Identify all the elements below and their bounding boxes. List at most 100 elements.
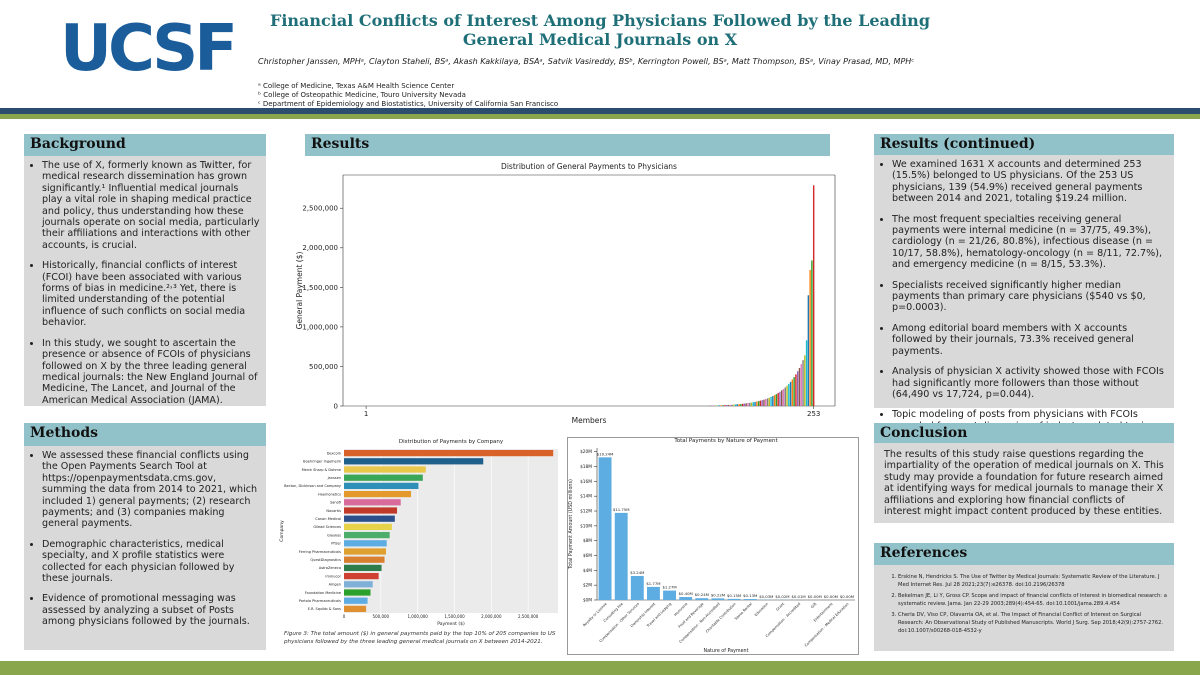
bar [743, 599, 757, 600]
value-label: $0.00M [840, 594, 854, 599]
bar [727, 598, 741, 600]
bar [750, 402, 753, 406]
y-tick-label: 2,500,000 [302, 205, 338, 213]
bar [344, 581, 373, 588]
bar [796, 371, 799, 406]
x-axis-label: Payment ($) [437, 621, 465, 627]
y-tick-label: Glaukos [327, 533, 341, 537]
y-tick-label: Ferring Pharmaceuticals [299, 550, 341, 554]
bar [630, 575, 644, 600]
bar [344, 540, 387, 547]
bar [775, 394, 778, 406]
bullet: Demographic characteristics, medical spe… [42, 539, 260, 585]
bar [738, 404, 740, 406]
chart: Total Payments by Nature of Payment Natur… [567, 437, 859, 655]
bar [344, 531, 390, 539]
section-body: The use of X, formerly known as Twitter,… [24, 156, 266, 406]
bar [752, 402, 755, 406]
bar [768, 397, 770, 406]
bar [798, 368, 801, 406]
section-heading: References [874, 543, 1174, 565]
bar [734, 404, 737, 406]
y-tick-label: 2,000,000 [302, 244, 338, 252]
chart-title: Distribution of Payments by Company [399, 439, 504, 445]
value-label: $11.75M [613, 507, 630, 512]
x-axis-label: Members [572, 416, 607, 425]
y-tick-label: $12M [580, 509, 592, 515]
bar [718, 405, 721, 406]
bar [811, 260, 813, 406]
footer-bar [0, 661, 1200, 675]
y-tick-label: 0 [334, 402, 338, 410]
bar [809, 269, 811, 406]
bar [344, 572, 379, 580]
bar [740, 403, 742, 406]
bar [344, 482, 419, 490]
bullet: The most frequent specialties receiving … [892, 214, 1168, 271]
x-tick-label: 500,000 [373, 614, 390, 619]
figure-caption: Figure 3: The total amount ($) in genera… [284, 631, 556, 645]
bar [720, 405, 723, 406]
bar [786, 385, 788, 406]
bar [736, 404, 739, 406]
bar [789, 381, 792, 406]
bar [725, 405, 728, 406]
x-tick-label: 0 [343, 614, 346, 619]
y-tick-label: $16M [580, 479, 592, 485]
bar [344, 548, 386, 555]
bar [761, 400, 763, 406]
bar [749, 402, 751, 406]
bar [695, 598, 709, 600]
bullet: We assessed these financial conflicts us… [42, 450, 260, 530]
affiliation: ᵇ College of Osteopathic Medicine, Touro… [258, 91, 466, 99]
value-label: $19.24M [597, 451, 614, 456]
bar [765, 399, 767, 406]
x-tick-label: 2,500,000 [518, 614, 539, 619]
bar [759, 400, 762, 406]
affiliations: ᵃ College of Medicine, Texas A&M Health … [258, 82, 558, 109]
y-tick-label: 1,000,000 [302, 323, 338, 331]
y-tick-label: QuestDiagnostics [310, 558, 341, 562]
bar [598, 457, 612, 600]
bar [745, 403, 747, 406]
bar [344, 507, 398, 514]
y-tick-label: Portola Pharmaceuticals [299, 599, 341, 603]
bar [344, 490, 412, 498]
bar [711, 598, 725, 600]
y-tick-label: $8M [583, 538, 592, 544]
bar [344, 605, 367, 613]
chart-title: Distribution of General Payments to Phys… [501, 162, 677, 171]
bar [731, 404, 733, 406]
reference: Cherla DV, Viso CP, Olavarria OA, et al.… [898, 611, 1168, 635]
value-label: $0.00M [808, 594, 822, 599]
bar [784, 387, 786, 406]
affiliation: ᵃ College of Medicine, Texas A&M Health … [258, 82, 455, 90]
bullet: Historically, financial conflicts of int… [42, 260, 260, 328]
section-body: We assessed these financial conflicts us… [24, 446, 266, 650]
value-label: $0.15M [727, 593, 741, 598]
bar [646, 586, 660, 600]
y-tick-label: 1,500,000 [302, 284, 338, 292]
bar [805, 340, 808, 406]
bar [754, 401, 756, 406]
x-tick-label: 1 [364, 410, 368, 418]
y-tick-label: Becton, Dickinson and Company [284, 484, 341, 488]
stripe [0, 108, 1200, 114]
section-heading: Methods [24, 423, 266, 446]
x-tick-label: Gift [810, 601, 818, 609]
y-tick-label: Foundation Medicine [305, 591, 341, 595]
bar [663, 590, 677, 600]
bar [779, 391, 781, 406]
value-label: $0.01M [791, 594, 805, 599]
section-heading: Results (continued) [874, 134, 1174, 155]
y-tick-label: $10M [580, 523, 592, 529]
bullet: Specialists received significantly highe… [892, 280, 1168, 314]
reference: Erskine N, Hendricks S. The Use of Twitt… [898, 573, 1168, 589]
bar [344, 589, 371, 596]
section-heading: Background [24, 134, 266, 156]
y-tick-label: $6M [583, 553, 592, 559]
section-body: The results of this study raise question… [874, 443, 1174, 523]
bar [344, 597, 368, 604]
paragraph: The results of this study raise question… [884, 449, 1164, 518]
bar [717, 405, 719, 406]
